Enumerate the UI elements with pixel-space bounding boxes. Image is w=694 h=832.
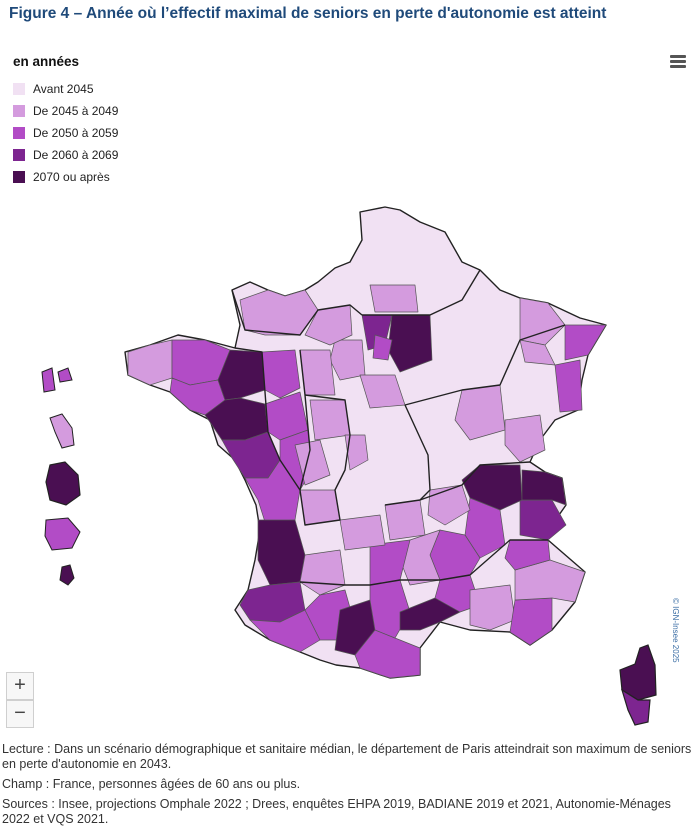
note-sources: Sources : Insee, projections Omphale 202… bbox=[2, 797, 671, 826]
legend-label: De 2045 à 2049 bbox=[33, 104, 119, 118]
overseas-reunion[interactable] bbox=[44, 517, 81, 551]
department[interactable] bbox=[339, 514, 386, 551]
department[interactable] bbox=[244, 459, 301, 523]
france-department-map bbox=[41, 206, 657, 726]
department[interactable] bbox=[384, 499, 426, 541]
department[interactable] bbox=[299, 349, 336, 396]
department[interactable] bbox=[469, 584, 516, 631]
corsica-south[interactable] bbox=[620, 688, 651, 726]
department[interactable] bbox=[127, 339, 173, 386]
overseas-martinique[interactable] bbox=[49, 413, 75, 449]
overseas-guyane[interactable] bbox=[45, 461, 81, 506]
department[interactable] bbox=[299, 489, 341, 526]
legend-label: De 2060 à 2069 bbox=[33, 148, 119, 162]
legend-item[interactable]: De 2060 à 2069 bbox=[13, 144, 118, 166]
legend-label: 2070 ou après bbox=[33, 170, 110, 184]
department[interactable] bbox=[257, 519, 306, 586]
legend: en années Avant 2045 De 2045 à 2049 De 2… bbox=[13, 54, 118, 188]
hamburger-menu-icon[interactable] bbox=[670, 53, 686, 70]
figure-title: Figure 4 – Année où l’effectif maximal d… bbox=[9, 5, 607, 22]
legend-swatch bbox=[13, 149, 25, 161]
legend-swatch bbox=[13, 127, 25, 139]
legend-label: Avant 2045 bbox=[33, 82, 94, 96]
figure-notes: Lecture : Dans un scénario démographique… bbox=[2, 742, 692, 832]
legend-item[interactable]: De 2045 à 2049 bbox=[13, 100, 118, 122]
legend-swatch bbox=[13, 171, 25, 183]
department[interactable] bbox=[309, 399, 351, 441]
department[interactable] bbox=[372, 334, 393, 361]
legend-title: en années bbox=[13, 54, 80, 69]
note-champ: Champ : France, personnes âgées de 60 an… bbox=[2, 777, 301, 791]
department[interactable] bbox=[344, 434, 369, 471]
department[interactable] bbox=[261, 349, 301, 399]
department[interactable] bbox=[519, 339, 556, 366]
legend-swatch bbox=[13, 83, 25, 95]
zoom-in-button[interactable]: + bbox=[6, 672, 34, 700]
department[interactable] bbox=[521, 469, 567, 506]
department[interactable] bbox=[519, 297, 566, 346]
department[interactable] bbox=[427, 484, 471, 526]
legend-swatch bbox=[13, 105, 25, 117]
legend-item[interactable]: Avant 2045 bbox=[13, 78, 118, 100]
zoom-out-button[interactable]: − bbox=[6, 700, 34, 728]
overseas-guadeloupe[interactable] bbox=[41, 367, 73, 393]
department[interactable] bbox=[509, 597, 553, 646]
legend-label: De 2050 à 2059 bbox=[33, 126, 119, 140]
department[interactable] bbox=[464, 497, 506, 559]
department[interactable] bbox=[504, 414, 546, 463]
note-lecture: Lecture : Dans un scénario démographique… bbox=[2, 742, 692, 771]
department[interactable] bbox=[369, 284, 419, 313]
overseas-mayotte[interactable] bbox=[59, 564, 75, 586]
legend-item[interactable]: De 2050 à 2059 bbox=[13, 122, 118, 144]
department[interactable] bbox=[554, 359, 583, 413]
legend-item[interactable]: 2070 ou après bbox=[13, 166, 118, 188]
department[interactable] bbox=[564, 324, 607, 361]
map-credit: © IGN-Insee 2025 bbox=[671, 598, 680, 663]
